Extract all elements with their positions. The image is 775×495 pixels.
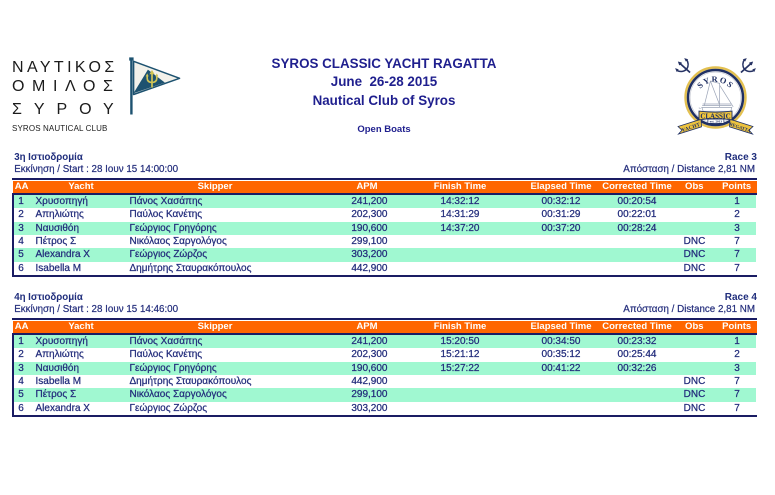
svg-text:CLASSIC: CLASSIC <box>700 112 730 120</box>
svg-text:YACHT: YACHT <box>681 122 701 134</box>
svg-text:est. 2013: est. 2013 <box>710 120 723 124</box>
